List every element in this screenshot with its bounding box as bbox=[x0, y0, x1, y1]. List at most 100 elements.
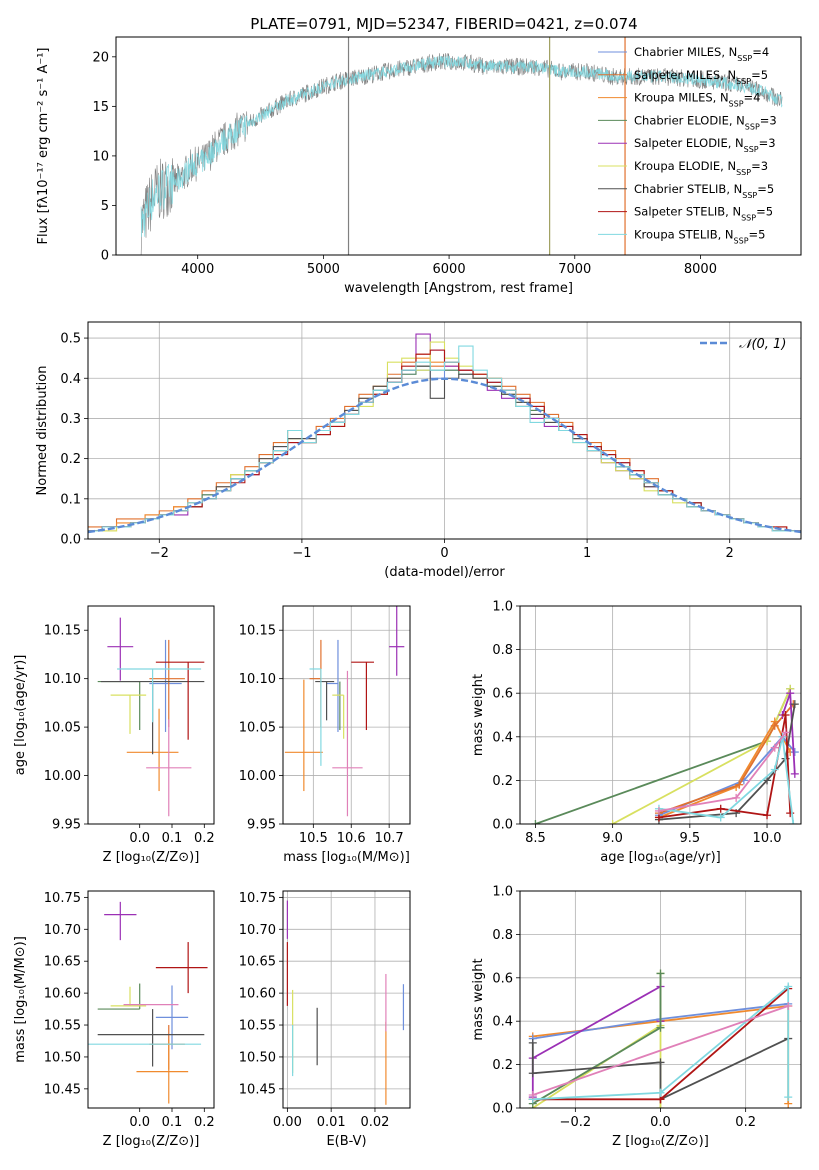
y-tick-label: 15 bbox=[92, 100, 109, 115]
x-tick-label: 0.1 bbox=[162, 831, 183, 846]
x-tick-label: 8.5 bbox=[525, 831, 546, 846]
error-point bbox=[155, 985, 189, 1050]
weight-marker bbox=[786, 689, 795, 698]
x-axis-label: Z [log₁₀(Z/Z⊙)] bbox=[103, 1134, 200, 1149]
y-tick-label: 10.10 bbox=[239, 672, 276, 687]
y-tick-label: 0.4 bbox=[492, 730, 513, 745]
weight-marker bbox=[790, 700, 799, 709]
y-tick-label: 5 bbox=[101, 199, 109, 214]
figure-title: PLATE=0791, MJD=52347, FIBERID=0421, z=0… bbox=[250, 15, 637, 33]
error-point bbox=[110, 986, 147, 1007]
weight-marker bbox=[784, 1093, 793, 1102]
weight-marker bbox=[531, 820, 540, 824]
y-axis-label: mass [log₁₀(M/M⊙)] bbox=[13, 936, 28, 1063]
error-point bbox=[149, 1025, 185, 1070]
y-tick-label: 1.0 bbox=[492, 885, 513, 900]
y-axis-label: Normed distribution bbox=[35, 366, 50, 496]
y-tick-label: 0.6 bbox=[492, 687, 513, 702]
y-tick-label: 10.05 bbox=[239, 721, 276, 736]
error-point bbox=[351, 661, 374, 731]
x-tick-label: 0.2 bbox=[194, 1115, 215, 1130]
error-point bbox=[155, 661, 205, 740]
legend-label: Salpeter ELODIE, NSSP=3 bbox=[634, 136, 776, 154]
legend-gaussian-label: 𝒩(0, 1) bbox=[739, 337, 786, 352]
weight-marker bbox=[784, 1002, 793, 1011]
spectrum-observed bbox=[140, 53, 783, 255]
y-tick-label: 1.0 bbox=[492, 600, 513, 615]
x-tick-label: 10.6 bbox=[337, 831, 366, 846]
y-tick-label: 10.05 bbox=[44, 721, 81, 736]
y-tick-label: 10.50 bbox=[44, 1050, 81, 1065]
y-tick-label: 20 bbox=[92, 50, 109, 65]
x-tick-label: 2 bbox=[726, 546, 734, 561]
error-point bbox=[97, 680, 141, 731]
x-tick-label: 0.2 bbox=[735, 1115, 756, 1130]
x-tick-label: 0.0 bbox=[650, 1115, 671, 1130]
error-point bbox=[146, 719, 192, 817]
x-tick-label: 9.0 bbox=[602, 831, 623, 846]
histogram-kroupa-stelib bbox=[88, 345, 801, 532]
plot-area bbox=[286, 900, 405, 1105]
panel-spectrum: 4000 5000 6000 7000 8000 0 5 10 15 20 wavelength [… bbox=[36, 36, 802, 296]
error-point bbox=[326, 639, 339, 732]
y-axis-label: mass weight bbox=[471, 958, 486, 1040]
error-point bbox=[149, 639, 182, 732]
y-axis-label: mass weight bbox=[471, 674, 486, 756]
weight-marker bbox=[656, 1104, 665, 1108]
x-tick-label: 10.5 bbox=[299, 831, 328, 846]
y-axis-label: age [log₁₀(age/yr)] bbox=[13, 655, 28, 776]
weight-line bbox=[658, 703, 794, 814]
weight-marker bbox=[656, 1058, 665, 1067]
error-point bbox=[97, 983, 141, 1010]
weight-line bbox=[532, 1005, 789, 1096]
x-axis-label: Z [log₁₀(Z/Z⊙)] bbox=[103, 850, 200, 865]
legend-label: Chabrier STELIB, NSSP=5 bbox=[634, 182, 774, 200]
weight-line bbox=[658, 731, 787, 812]
axes-frame bbox=[115, 36, 802, 256]
weight-line bbox=[532, 973, 662, 1105]
plot-area bbox=[140, 37, 783, 255]
x-tick-label: 0.1 bbox=[162, 1115, 183, 1130]
x-axis-label: Z [log₁₀(Z/Z⊙)] bbox=[612, 1134, 709, 1149]
y-tick-label: 10.10 bbox=[44, 672, 81, 687]
weight-marker bbox=[781, 711, 790, 719]
x-tick-label: 7000 bbox=[558, 262, 591, 277]
y-tick-label: 10.00 bbox=[44, 769, 81, 784]
panel-mass_vs_Z: 0.0 0.1 0.2 10.45 10.50 10.55 10.60 10.65 10.70 1… bbox=[13, 890, 215, 1149]
weight-marker bbox=[656, 969, 665, 978]
error-point bbox=[110, 694, 147, 734]
x-axis-label: wavelength [Angstrom, rest frame] bbox=[344, 281, 573, 296]
panel-residuals: −2 −1 0 1 2 0.0 0.1 0.2 0.3 0.4 0.5 (data-model)/er… bbox=[35, 321, 802, 580]
legend-label: Kroupa STELIB, NSSP=5 bbox=[634, 227, 765, 245]
y-tick-label: 10.70 bbox=[239, 923, 276, 938]
y-tick-label: 10.50 bbox=[239, 1050, 276, 1065]
y-tick-label: 10.55 bbox=[44, 1019, 81, 1034]
y-tick-label: 0.8 bbox=[492, 928, 513, 943]
axes-frame bbox=[282, 605, 411, 825]
x-tick-label: 0 bbox=[440, 546, 448, 561]
y-tick-label: 10.70 bbox=[44, 923, 81, 938]
panel-mass_weight_vs_Z: −0.2 0.0 0.2 0.0 0.2 0.4 0.6 0.8 1.0 Z [log₁₀(Z/Z… bbox=[471, 885, 802, 1149]
error-point bbox=[389, 606, 405, 676]
x-tick-label: 0.02 bbox=[360, 1115, 389, 1130]
weight-marker bbox=[784, 982, 793, 991]
y-tick-label: 10.45 bbox=[239, 1082, 276, 1097]
weight-marker bbox=[790, 769, 799, 778]
axes-frame bbox=[87, 605, 215, 825]
y-tick-label: 10 bbox=[92, 149, 109, 164]
y-tick-label: 10.60 bbox=[44, 987, 81, 1002]
error-point bbox=[149, 639, 185, 728]
y-tick-label: 10.75 bbox=[44, 891, 81, 906]
y-tick-label: 10.55 bbox=[239, 1019, 276, 1034]
panel-mass_vs_EBV: 0.00 0.01 0.02 10.45 10.50 10.55 10.60 10.65 10.… bbox=[239, 890, 411, 1149]
error-point bbox=[315, 680, 335, 721]
panel-age_vs_mass: 10.5 10.6 10.7 9.95 10.00 10.05 10.10 10.15 mass… bbox=[239, 605, 411, 865]
spectrum-model bbox=[140, 55, 783, 238]
y-tick-label: 10.00 bbox=[239, 769, 276, 784]
y-tick-label: 0.2 bbox=[492, 1058, 513, 1073]
error-point bbox=[309, 668, 322, 766]
axes-frame bbox=[282, 890, 411, 1109]
x-tick-label: 4000 bbox=[181, 262, 214, 277]
y-tick-label: 0.2 bbox=[492, 774, 513, 789]
x-axis-label: mass [log₁₀(M/M⊙)] bbox=[283, 850, 410, 865]
